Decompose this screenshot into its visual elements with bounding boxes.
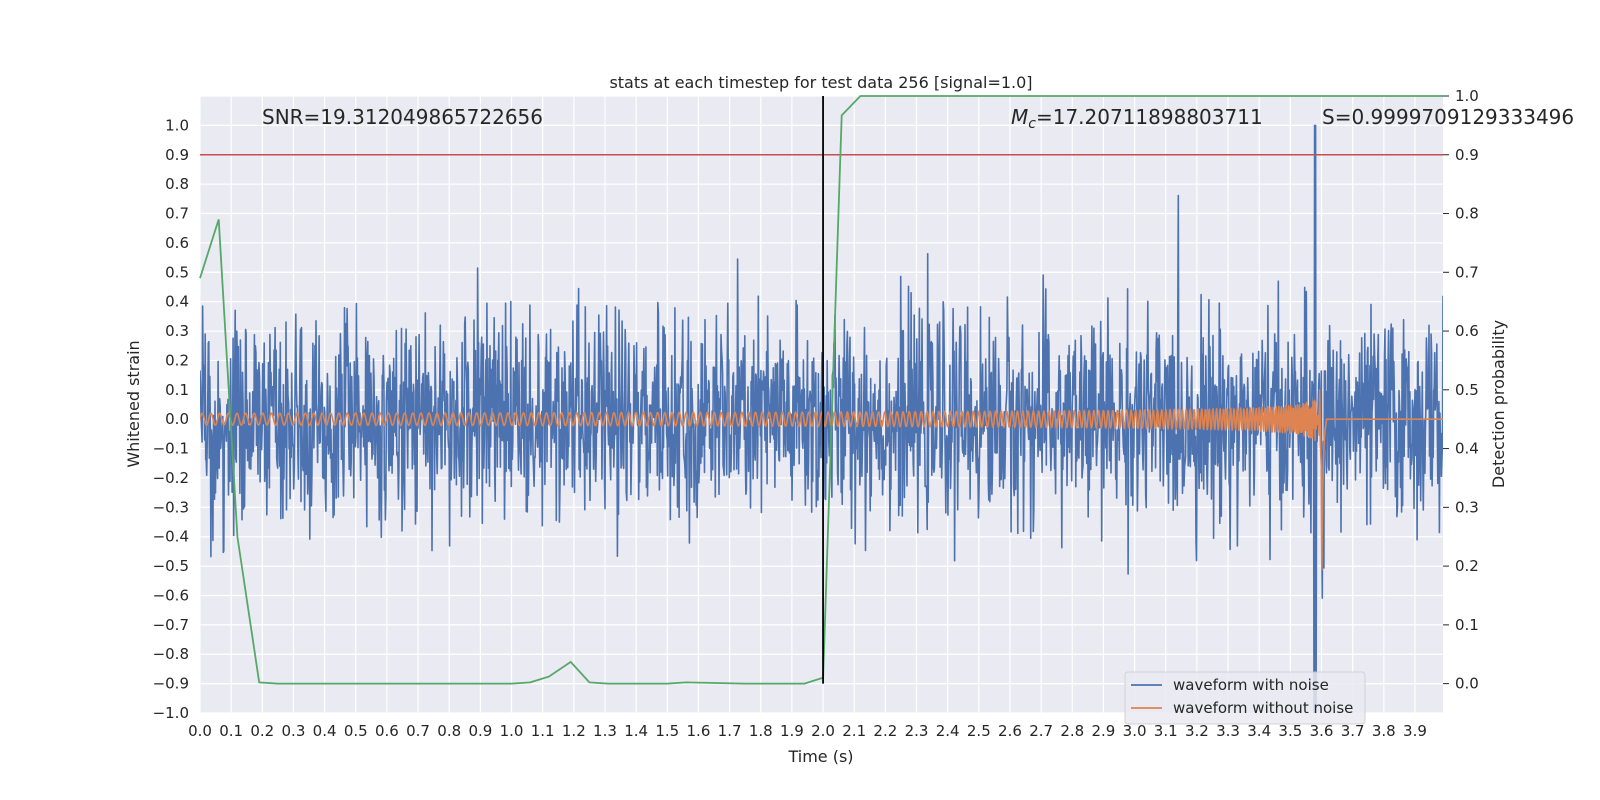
x-tick-label: 1.8 xyxy=(749,722,773,740)
x-tick-label: 1.7 xyxy=(718,722,742,740)
y2-tick-label: 0.1 xyxy=(1455,616,1479,634)
series-line-waveform-without-noise xyxy=(200,389,1443,571)
x-tick-label: 1.4 xyxy=(624,722,648,740)
x-tick-label: 0.8 xyxy=(437,722,461,740)
y2-tick-label: 0.0 xyxy=(1455,675,1479,693)
x-tick-label: 1.2 xyxy=(562,722,586,740)
y2-tick-label: 0.4 xyxy=(1455,440,1479,458)
y-tick-label: 0.6 xyxy=(165,234,189,252)
y2-tick-labels: 1.0 0.9 0.8 0.7 0.6 0.5 0.4 0.3 0.2 0.1 0.0 xyxy=(1443,87,1479,693)
legend-box xyxy=(1124,671,1366,725)
y2-tick-label: 0.5 xyxy=(1455,381,1479,399)
y-tick-label: 0.0 xyxy=(165,410,189,428)
x-tick-label: 3.0 xyxy=(1123,722,1147,740)
x-tick-label: 0.1 xyxy=(219,722,243,740)
y-tick-label: −0.8 xyxy=(153,645,189,663)
x-tick-label: 3.4 xyxy=(1247,722,1271,740)
x-tick-label: 3.8 xyxy=(1372,722,1396,740)
y2-tick-label: 0.6 xyxy=(1455,322,1479,340)
x-tick-label: 3.3 xyxy=(1216,722,1240,740)
y-tick-label: 0.5 xyxy=(165,263,189,281)
y2-tick-label: 0.9 xyxy=(1455,146,1479,164)
y-tick-label: −0.4 xyxy=(153,528,189,546)
y2-tick-label: 0.3 xyxy=(1455,498,1479,516)
y-tick-label: 0.9 xyxy=(165,146,189,164)
x-tick-label: 1.0 xyxy=(500,722,524,740)
x-tick-label: 1.9 xyxy=(780,722,804,740)
x-tick-label: 2.0 xyxy=(811,722,835,740)
y-tick-label: 0.3 xyxy=(165,322,189,340)
x-tick-label: 1.3 xyxy=(593,722,617,740)
y-tick-label: 0.1 xyxy=(165,381,189,399)
x-tick-label: 2.8 xyxy=(1060,722,1084,740)
chirp-mass-subscript: c xyxy=(1028,116,1036,132)
x-tick-label: 0.5 xyxy=(344,722,368,740)
y2-tick-label: 1.0 xyxy=(1455,87,1479,105)
x-tick-label: 3.7 xyxy=(1341,722,1365,740)
y-tick-label: 1.0 xyxy=(165,116,189,134)
y-tick-label: −1.0 xyxy=(153,704,189,722)
x-tick-label: 2.7 xyxy=(1029,722,1053,740)
x-tick-label: 1.1 xyxy=(531,722,555,740)
x-tick-label: 2.6 xyxy=(998,722,1022,740)
snr-annotation: SNR=19.312049865722656 xyxy=(262,105,543,129)
score-annotation: S=0.9999709129333496 xyxy=(1322,105,1574,129)
x-tick-label: 2.2 xyxy=(873,722,897,740)
y-tick-label: −0.5 xyxy=(153,557,189,575)
y-tick-label: −0.3 xyxy=(153,498,189,516)
x-tick-label: 0.6 xyxy=(375,722,399,740)
y-axis-label: Whitened strain xyxy=(124,340,143,467)
x-tick-label: 2.5 xyxy=(967,722,991,740)
x-tick-label: 0.7 xyxy=(406,722,430,740)
x-tick-label: 3.6 xyxy=(1310,722,1334,740)
x-tick-label: 3.1 xyxy=(1154,722,1178,740)
x-tick-label: 2.1 xyxy=(842,722,866,740)
y2-axis-label: Detection probability xyxy=(1489,320,1508,488)
series-line-detection-probability xyxy=(199,95,1443,685)
x-tick-label: 0.2 xyxy=(250,722,274,740)
x-tick-label: 1.5 xyxy=(655,722,679,740)
y2-tick-label: 0.7 xyxy=(1455,263,1479,281)
y2-tick-label: 0.2 xyxy=(1455,557,1479,575)
legend-entry-waveform-without-noise: waveform without noise xyxy=(1173,699,1353,717)
y-tick-label: −0.6 xyxy=(153,586,189,604)
chirp-mass-symbol: M xyxy=(1011,105,1028,129)
x-tick-labels: 0.0 0.1 0.2 0.3 0.4 0.5 0.6 0.7 0.8 0.9 1.0 1.1 1.2 1… xyxy=(188,722,1427,740)
y-tick-label: 0.8 xyxy=(165,175,189,193)
x-tick-label: 3.2 xyxy=(1185,722,1209,740)
y-tick-label: 0.7 xyxy=(165,205,189,223)
x-tick-label: 3.5 xyxy=(1278,722,1302,740)
y2-tick-label: 0.8 xyxy=(1455,205,1479,223)
legend: waveform with noise waveform without noi… xyxy=(1124,671,1366,725)
y-tick-label: 0.2 xyxy=(165,351,189,369)
x-tick-label: 0.3 xyxy=(282,722,306,740)
y-tick-label: −0.2 xyxy=(153,469,189,487)
x-tick-label: 3.9 xyxy=(1403,722,1427,740)
x-tick-label: 0.9 xyxy=(468,722,492,740)
y-tick-labels: 1.0 0.9 0.8 0.7 0.6 0.5 0.4 0.3 0.2 0.1 0.0 −0.1 −0.… xyxy=(153,116,189,722)
x-tick-label: 2.9 xyxy=(1092,722,1116,740)
x-tick-label: 0.4 xyxy=(313,722,337,740)
y-tick-label: −0.7 xyxy=(153,616,189,634)
x-tick-label: 1.6 xyxy=(687,722,711,740)
x-tick-label: 2.3 xyxy=(905,722,929,740)
chirp-mass-value: =17.20711898803711 xyxy=(1036,105,1263,129)
x-tick-label: 0.0 xyxy=(188,722,212,740)
chart-title: stats at each timestep for test data 256… xyxy=(609,73,1032,92)
y-tick-label: −0.9 xyxy=(153,675,189,693)
chirp-mass-annotation: Mc=17.20711898803711 xyxy=(1011,105,1263,132)
x-tick-label: 2.4 xyxy=(936,722,960,740)
y-tick-label: −0.1 xyxy=(153,440,189,458)
x-axis-label: Time (s) xyxy=(787,747,853,766)
legend-entry-waveform-with-noise: waveform with noise xyxy=(1173,676,1329,694)
y-tick-label: 0.4 xyxy=(165,293,189,311)
